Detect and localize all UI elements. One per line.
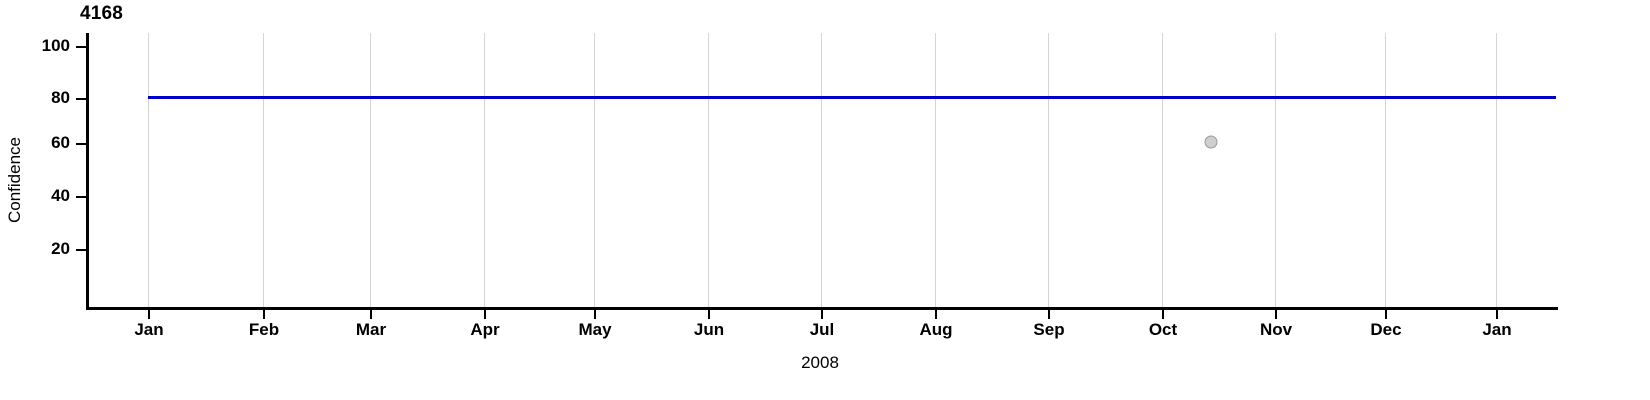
y-tick-mark [76, 98, 87, 100]
threshold-line [148, 96, 1556, 99]
x-tick-label: Sep [1033, 320, 1065, 339]
x-tick-label: Dec [1370, 320, 1402, 339]
x-tick-mark [148, 309, 150, 319]
x-axis-title: 2008 [801, 353, 839, 372]
x-tick-label: Aug [919, 320, 953, 339]
x-tick-label: Jan [1482, 320, 1512, 339]
gridline-vertical [821, 33, 822, 308]
y-tick-mark [76, 249, 87, 251]
x-axis-line [86, 307, 1558, 310]
x-tick-label: Jun [693, 320, 725, 339]
x-tick-label: Jan [134, 320, 164, 339]
gridline-vertical [484, 33, 485, 308]
x-tick-label: May [578, 320, 612, 339]
x-tick-mark [1048, 309, 1050, 319]
x-tick-mark [1162, 309, 1164, 319]
y-tick-mark [76, 143, 87, 145]
gridline-vertical [1162, 33, 1163, 308]
y-axis-line [86, 33, 89, 309]
chart-title: 4168 [80, 3, 124, 24]
x-tick-mark [263, 309, 265, 319]
gridline-vertical [1275, 33, 1276, 308]
x-tick-mark [594, 309, 596, 319]
x-tick-label: Jul [809, 320, 835, 339]
gridline-vertical [263, 33, 264, 308]
y-tick-label: 60 [51, 133, 70, 152]
y-tick-mark [76, 46, 87, 48]
data-point[interactable] [1204, 135, 1218, 149]
gridline-vertical [1385, 33, 1386, 308]
y-tick-label: 100 [41, 36, 70, 55]
x-tick-mark [484, 309, 486, 319]
x-tick-mark [1496, 309, 1498, 319]
x-tick-label: Apr [470, 320, 500, 339]
y-tick-label: 40 [51, 186, 70, 205]
y-tick-label: 20 [51, 239, 70, 258]
x-tick-mark [1385, 309, 1387, 319]
y-tick-label: 80 [51, 88, 70, 107]
gridline-vertical [1048, 33, 1049, 308]
x-tick-label: Feb [248, 320, 280, 339]
gridline-vertical [935, 33, 936, 308]
x-tick-label: Mar [355, 320, 387, 339]
gridline-vertical [594, 33, 595, 308]
x-tick-mark [1275, 309, 1277, 319]
y-tick-mark [76, 196, 87, 198]
x-tick-label: Oct [1148, 320, 1178, 339]
gridline-vertical [370, 33, 371, 308]
gridline-vertical [148, 33, 149, 308]
gridline-vertical [1496, 33, 1497, 308]
x-tick-mark [370, 309, 372, 319]
gridline-vertical [708, 33, 709, 308]
x-tick-mark [708, 309, 710, 319]
x-tick-mark [935, 309, 937, 319]
x-tick-label: Nov [1259, 320, 1293, 339]
x-axis-title-wrap: 2008 [0, 353, 1650, 373]
x-tick-mark [821, 309, 823, 319]
